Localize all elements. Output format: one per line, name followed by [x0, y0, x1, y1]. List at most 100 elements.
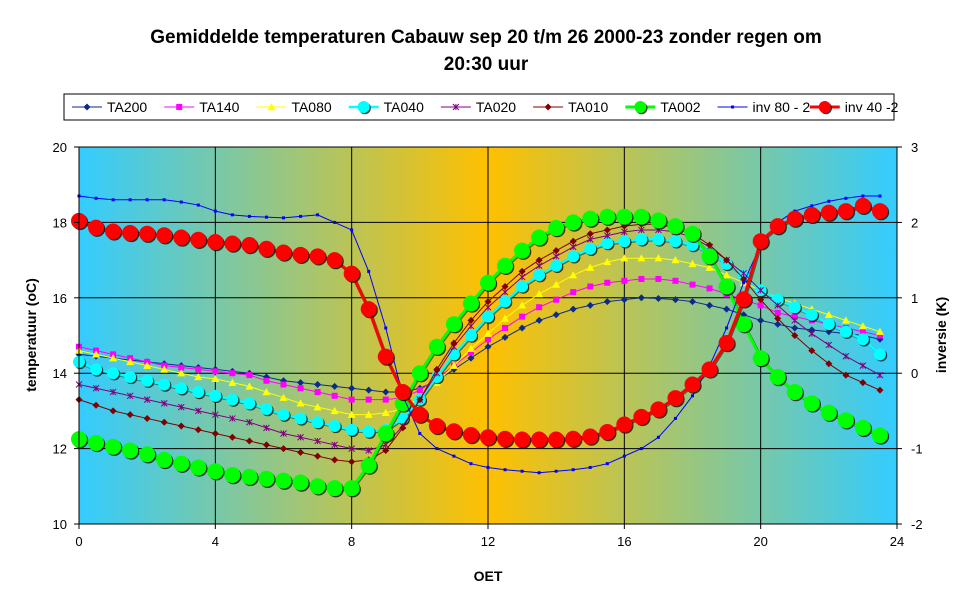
legend-item: TA080 [256, 99, 332, 115]
series-marker [569, 243, 577, 251]
series-ta002 [71, 208, 890, 498]
series-marker [757, 286, 765, 294]
series-marker [786, 384, 803, 401]
series-marker [859, 379, 867, 387]
series-marker [209, 389, 222, 402]
series-marker [280, 445, 287, 453]
series-marker [194, 426, 202, 434]
legend-item: TA010 [533, 99, 609, 115]
series-marker [292, 474, 309, 491]
series-marker [94, 196, 98, 200]
series-marker [178, 364, 185, 371]
series-marker [433, 365, 441, 373]
series-inv-40-2 [71, 197, 890, 449]
series-marker [314, 389, 321, 396]
series-marker [548, 431, 565, 448]
series-marker [92, 384, 100, 392]
series-marker [518, 324, 526, 332]
series-marker [822, 318, 835, 331]
series-marker [482, 310, 494, 323]
series-marker [292, 246, 309, 263]
series-marker [211, 430, 219, 438]
series-marker [331, 456, 339, 464]
series-marker [752, 233, 769, 250]
series-marker [484, 343, 492, 351]
series-marker [516, 280, 529, 293]
series-marker [841, 316, 850, 324]
legend-label: inv 80 - 2 [753, 99, 811, 115]
series-marker [552, 280, 561, 288]
series-marker [650, 401, 667, 418]
series-marker [548, 220, 565, 237]
series-marker [485, 336, 491, 343]
series-marker [723, 256, 731, 264]
series-marker [618, 235, 631, 248]
series-marker [718, 335, 735, 352]
y-axis-title: temperatuur (oC) [23, 278, 39, 392]
series-marker [212, 368, 219, 375]
x-tick-label: 20 [753, 534, 767, 549]
series-marker [263, 377, 270, 384]
series-marker [514, 431, 531, 448]
series-marker [331, 382, 339, 390]
series-marker [518, 273, 526, 281]
series-marker [637, 254, 646, 262]
series-marker [535, 316, 543, 324]
series-marker [279, 393, 288, 401]
series-marker [501, 282, 509, 290]
series-marker [535, 290, 544, 298]
series-marker [207, 234, 224, 251]
series-marker [621, 277, 628, 284]
series-marker [569, 237, 577, 245]
series-marker [445, 423, 462, 440]
series-marker [126, 411, 134, 419]
series-marker [701, 361, 718, 378]
series-marker [241, 237, 258, 254]
series-marker [501, 288, 509, 296]
series-marker [260, 403, 273, 416]
series-marker [313, 403, 322, 411]
series-marker [705, 263, 714, 271]
y-tick-label: 18 [53, 215, 67, 230]
series-marker [267, 103, 276, 111]
series-marker [241, 468, 258, 485]
series-marker [518, 301, 527, 309]
series-marker [570, 289, 577, 296]
series-marker [92, 401, 100, 409]
series-marker [90, 363, 103, 376]
series-marker [348, 396, 355, 403]
series-marker [124, 370, 137, 383]
series-marker [856, 333, 869, 346]
series-marker [859, 328, 866, 335]
series-marker [706, 285, 713, 292]
series-marker [587, 283, 594, 290]
series-marker [382, 396, 389, 403]
series-marker [280, 381, 287, 388]
x-axis-title: OET [474, 568, 503, 584]
series-marker [484, 329, 492, 337]
series-marker [742, 281, 746, 285]
series-marker [825, 341, 833, 349]
series-marker [769, 218, 786, 235]
series-marker [309, 248, 326, 265]
series-marker [228, 433, 236, 441]
series-marker [177, 369, 186, 377]
series-marker [107, 367, 120, 380]
series-marker [774, 301, 782, 309]
y-tick-label: 12 [53, 442, 67, 457]
series-marker [160, 365, 169, 373]
legend-item: TA002 [625, 99, 701, 115]
series-marker [537, 471, 541, 475]
series-marker [669, 235, 682, 248]
series-marker [480, 274, 496, 291]
series-marker [497, 430, 514, 447]
series-marker [552, 252, 560, 260]
series-marker [531, 431, 548, 448]
series-marker [213, 209, 217, 213]
series-marker [416, 387, 423, 394]
series-marker [156, 451, 173, 468]
series-marker [467, 354, 475, 362]
series-marker [586, 301, 594, 309]
series-marker [350, 228, 354, 232]
series-ta010 [75, 220, 884, 466]
